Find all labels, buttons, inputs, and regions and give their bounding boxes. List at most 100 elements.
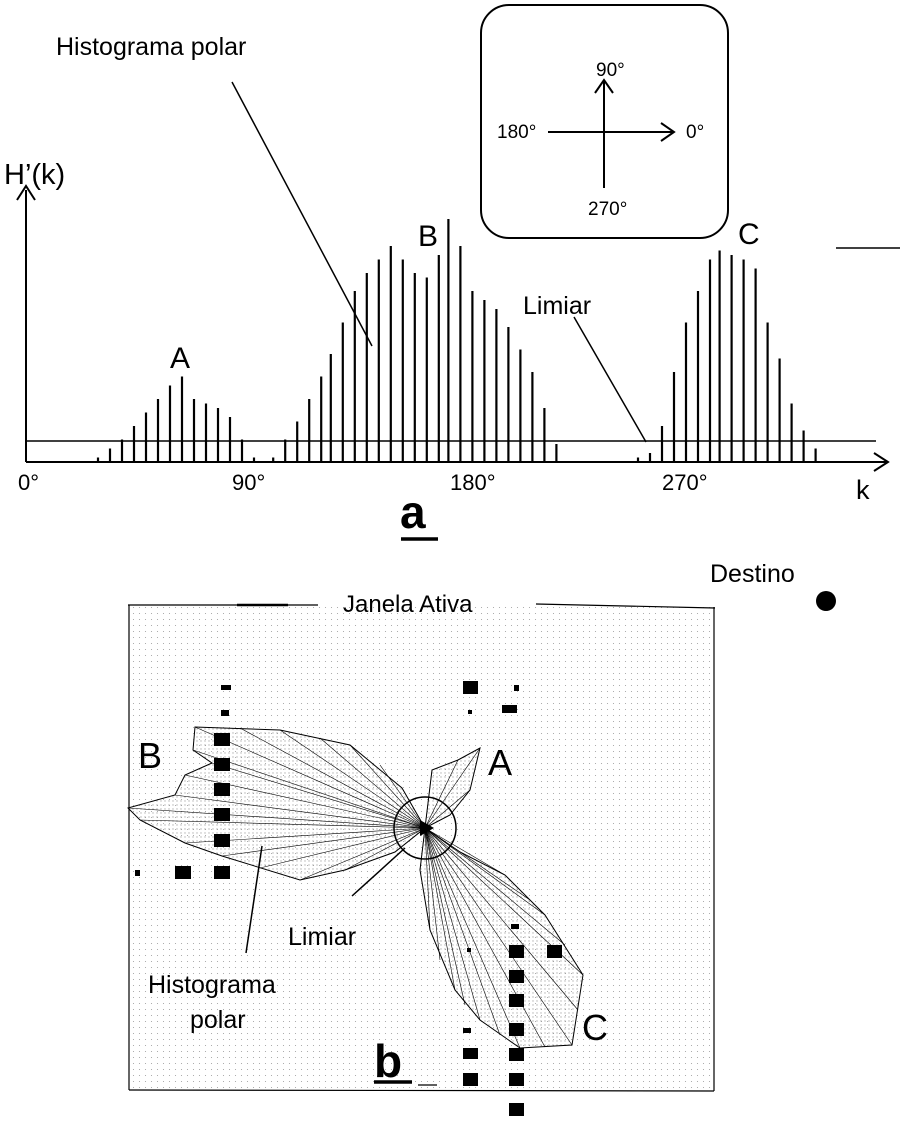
- compass-inset: 90° 180° 0° 270°: [480, 4, 729, 239]
- obstacle-cell: [509, 1048, 524, 1061]
- obstacle-cell: [509, 970, 524, 983]
- active-window-label: Janela Ativa: [343, 591, 473, 618]
- lobe-ray: [424, 827, 456, 991]
- lobe-ray: [194, 726, 426, 829]
- obstacle-cell: [511, 924, 519, 929]
- obstacle-cell: [502, 705, 517, 713]
- lobe-ray: [211, 762, 426, 829]
- lobe-ray: [424, 789, 471, 829]
- lobe-ray: [259, 827, 426, 869]
- lobe-ray: [349, 744, 426, 829]
- compass-north-label: 90°: [596, 60, 625, 81]
- lobe-ray: [299, 827, 426, 881]
- peak-label-b: B: [418, 220, 438, 253]
- window-bottom: [128, 1089, 715, 1092]
- lobe-label-c: C: [582, 1007, 608, 1048]
- lobe-ray: [424, 827, 546, 1048]
- y-axis-label: H’(k): [4, 159, 65, 191]
- robot-center-marker: [420, 820, 434, 836]
- histogram-callout-label-b-line2: polar: [190, 1006, 246, 1034]
- obstacle-cell: [547, 945, 562, 958]
- target-dot: [816, 591, 836, 611]
- obstacle-cell: [509, 945, 524, 958]
- threshold-callout-label-b: Limiar: [288, 923, 356, 951]
- lobe-label-a: A: [488, 742, 512, 783]
- lobe-ray: [424, 769, 433, 829]
- obstacle-cell: [463, 1048, 478, 1059]
- obstacle-cell: [468, 710, 472, 714]
- threshold-callout-label: Limiar: [523, 292, 591, 320]
- lobe-ray: [174, 794, 426, 829]
- compass-east-arrowhead: [660, 122, 676, 142]
- target-label: Destino: [710, 560, 795, 588]
- lobe-ray: [424, 827, 431, 931]
- obstacle-cell: [509, 1103, 524, 1116]
- histogram-callout-line: [231, 81, 373, 347]
- histogram-callout-line-b: [245, 845, 263, 954]
- obstacle-cells: [135, 681, 562, 1116]
- lobe-ray: [344, 827, 426, 871]
- lobe-ray: [424, 827, 546, 916]
- obstacle-cell: [463, 1073, 478, 1086]
- lobe-ray: [424, 759, 459, 829]
- y-axis-arrowhead: [16, 184, 36, 201]
- compass-east-label: 0°: [686, 122, 704, 143]
- compass-west-label: 180°: [497, 122, 536, 143]
- lobe-ray: [424, 827, 506, 876]
- histogram-callout-label: Histograma polar: [56, 33, 246, 61]
- lobe-ray: [239, 727, 426, 829]
- histogram-callout-label-b-line1: Histograma: [148, 971, 276, 999]
- obstacle-cell: [175, 866, 191, 879]
- lobe-ray: [424, 827, 521, 1049]
- compass-north-arrowhead: [594, 78, 614, 94]
- compass-south-label: 270°: [588, 199, 627, 220]
- threshold-callout-line: [573, 316, 647, 443]
- obstacle-cell: [514, 685, 519, 691]
- lobe-ray: [424, 827, 501, 1036]
- panel-letter-b: b: [374, 1035, 402, 1087]
- x-axis-label: k: [856, 475, 870, 505]
- histogram-bars: [96, 219, 817, 462]
- obstacle-cell: [509, 1023, 524, 1036]
- lobe-ray: [424, 827, 481, 1021]
- obstacle-cell: [221, 685, 231, 690]
- obstacle-cell: [467, 948, 471, 952]
- lobe-ray: [424, 827, 531, 901]
- lobe-ray: [424, 827, 441, 961]
- lobe-ray: [419, 827, 426, 871]
- lobe-rays: [127, 726, 584, 1049]
- peak-label-a: A: [170, 342, 190, 375]
- obstacle-cell: [221, 710, 229, 716]
- obstacle-cell: [214, 733, 230, 746]
- obstacle-cell: [214, 758, 230, 771]
- tick-label-270: 270°: [662, 470, 708, 495]
- lobe-ray: [379, 764, 426, 829]
- lobe-ray: [424, 747, 481, 829]
- tick-label-0: 0°: [18, 470, 39, 495]
- lobe-ray: [127, 807, 426, 829]
- lobe-ray: [279, 729, 426, 829]
- lobe-label-b: B: [138, 735, 162, 776]
- panel-letter-a: a: [400, 486, 426, 538]
- lobe-c: [419, 827, 584, 1049]
- lobe-ray: [139, 819, 426, 829]
- tick-label-90: 90°: [232, 470, 265, 495]
- peak-label-c: C: [738, 218, 760, 251]
- obstacle-cell: [463, 1028, 471, 1033]
- obstacle-cell: [214, 866, 230, 879]
- lobe-ray: [221, 827, 426, 857]
- threshold-circle: [393, 796, 457, 860]
- obstacle-cell: [463, 681, 478, 694]
- lobe-ray: [424, 827, 573, 1046]
- tick-label-180: 180°: [450, 470, 496, 495]
- lobe-ray: [192, 749, 426, 829]
- x-axis-arrowhead: [873, 452, 890, 472]
- panel-b: Janela Ativa Destino: [127, 560, 836, 1116]
- window-top-right: [535, 603, 716, 609]
- polar-histogram-lobes: [127, 726, 584, 1049]
- obstacle-cell: [214, 808, 230, 821]
- obstacle-cell: [214, 834, 230, 847]
- panel-a: H’(k) k 0° 90° 180° 270° A B C Histogram…: [4, 4, 900, 541]
- obstacle-cell: [509, 1073, 524, 1086]
